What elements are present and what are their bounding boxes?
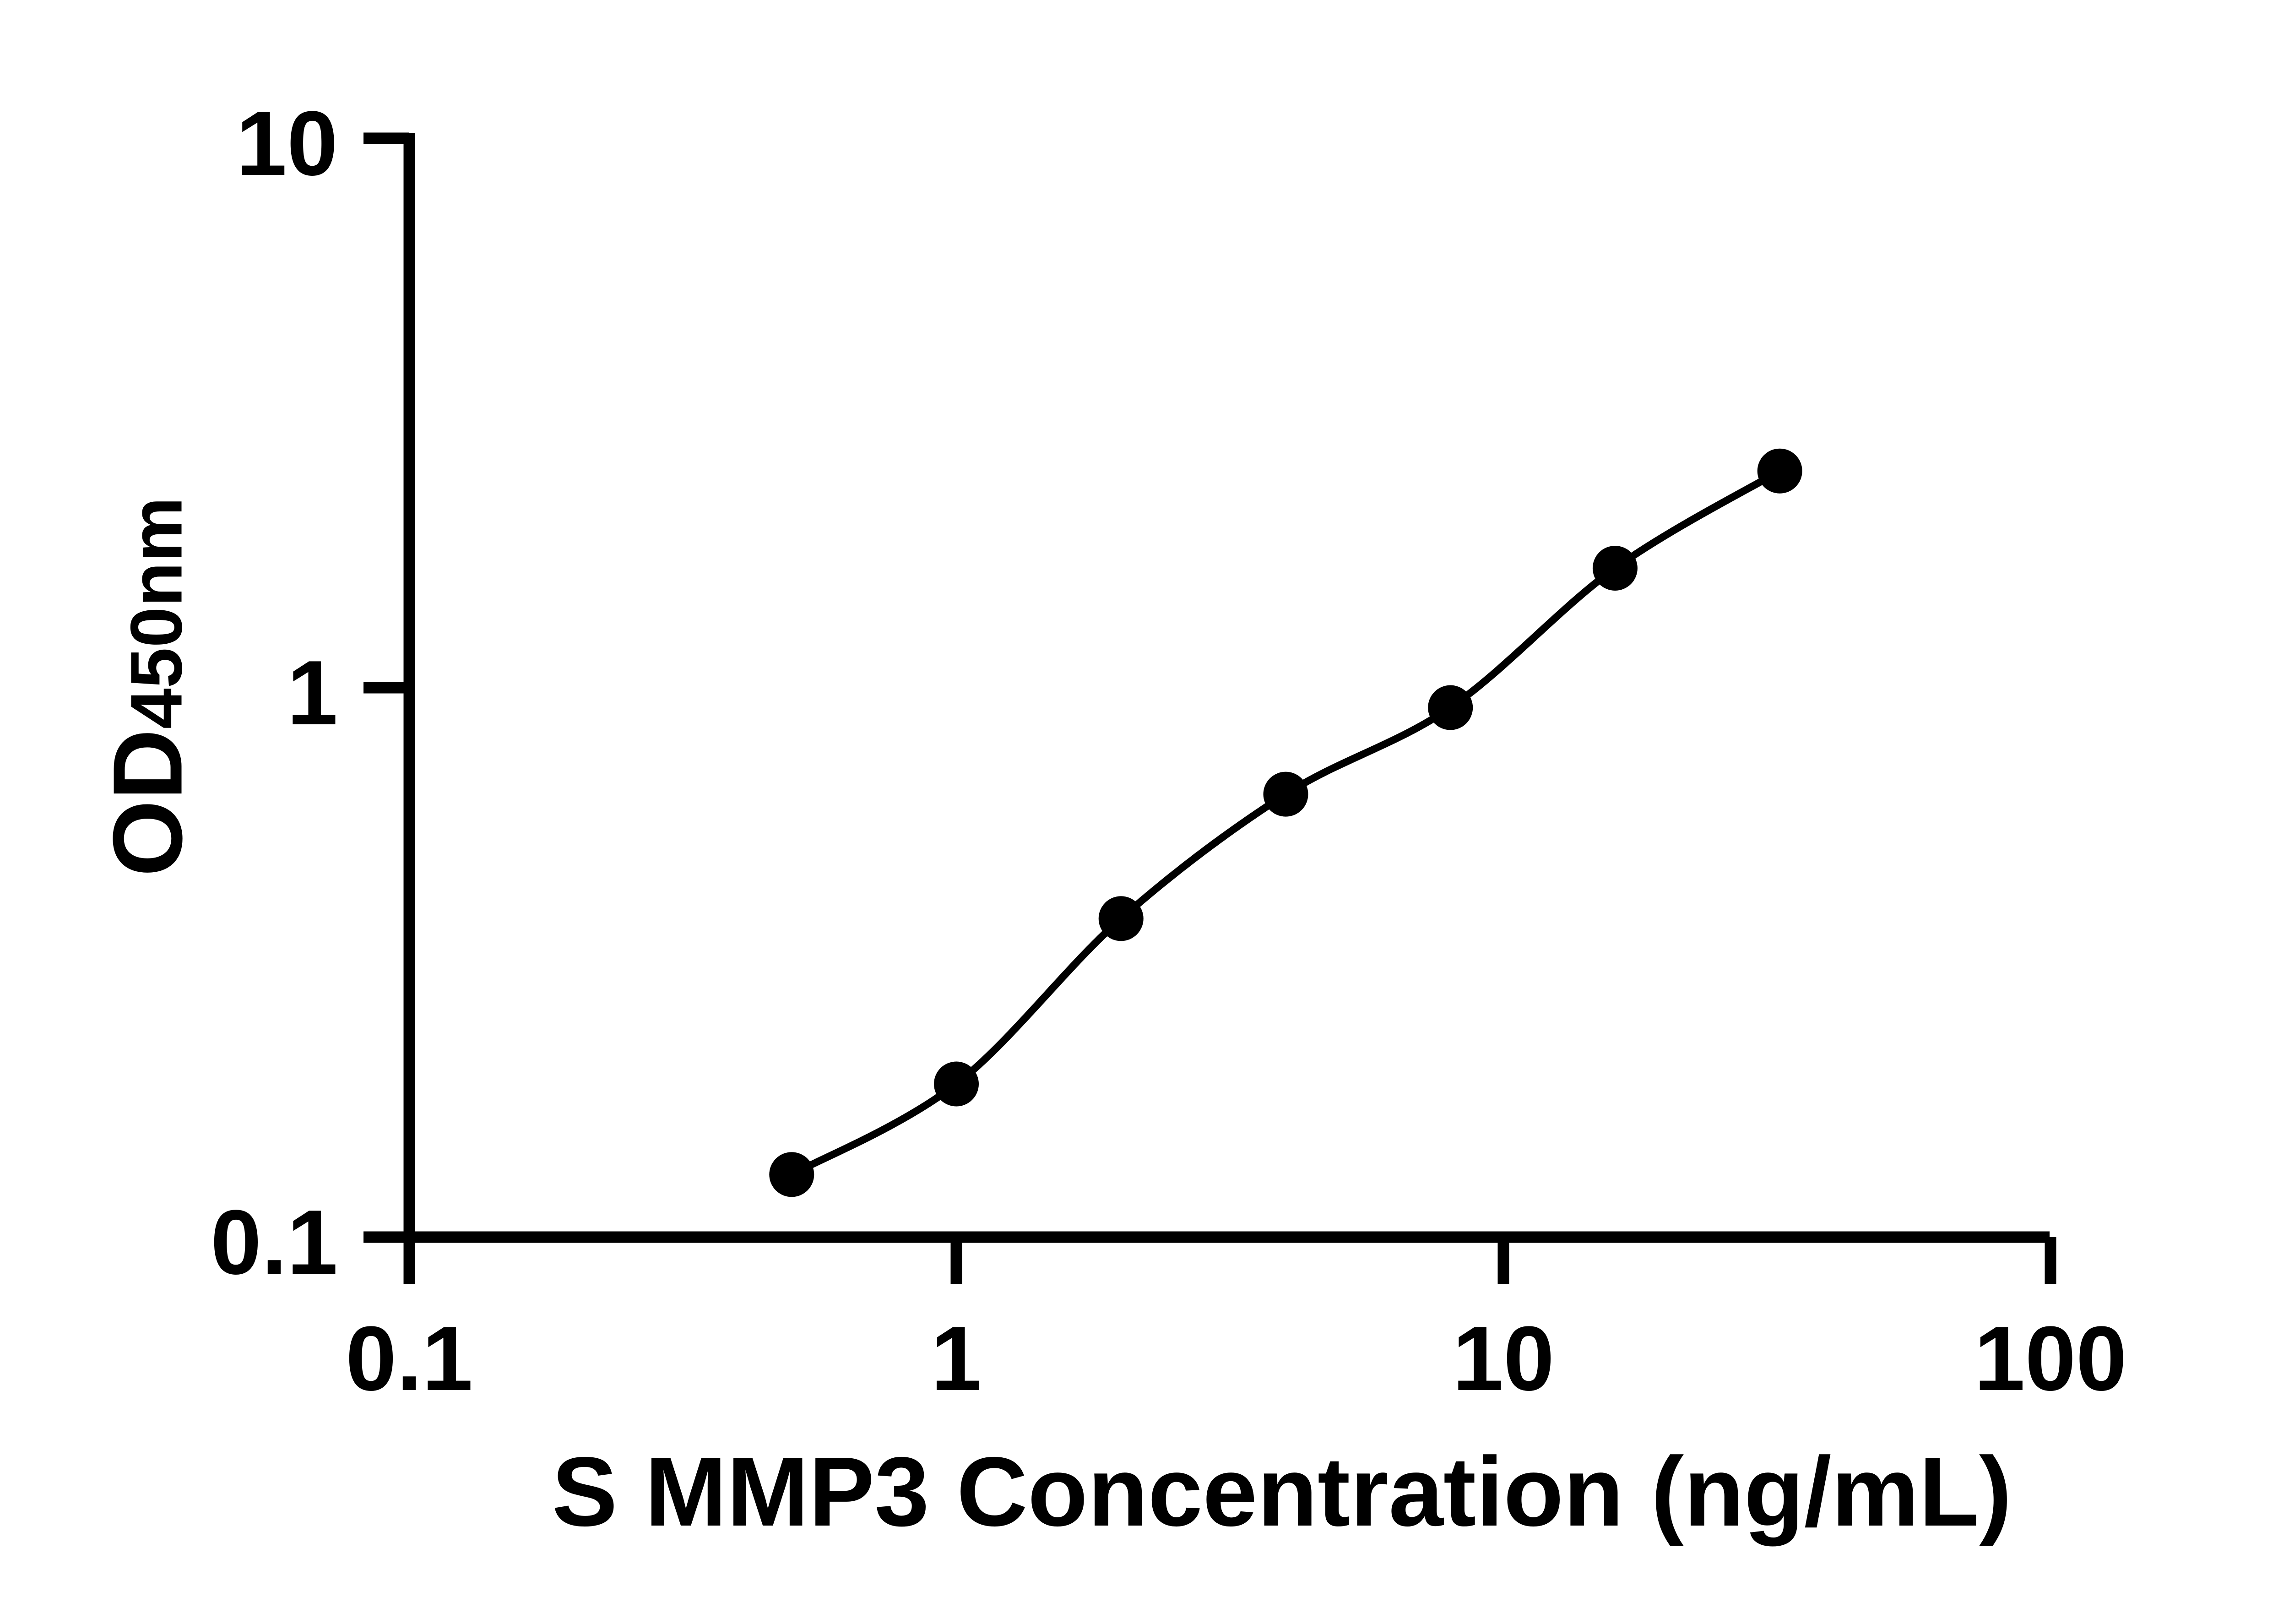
y-axis-tick bbox=[363, 1231, 409, 1243]
x-tick-label: 1 bbox=[931, 1308, 982, 1410]
y-axis-tick bbox=[363, 132, 409, 144]
data-point-marker bbox=[1592, 546, 1638, 591]
y-axis-title-main: OD bbox=[92, 729, 203, 877]
x-axis-tick bbox=[1497, 1237, 1509, 1284]
x-tick-label: 10 bbox=[1452, 1308, 1555, 1410]
y-tick-label: 0.1 bbox=[210, 1191, 338, 1293]
y-tick-label: 10 bbox=[236, 92, 338, 195]
x-axis-line bbox=[363, 1231, 2050, 1243]
x-axis-tick bbox=[403, 1237, 415, 1284]
data-point-marker bbox=[1757, 448, 1802, 494]
y-tick-label: 1 bbox=[287, 642, 338, 744]
x-tick-label: 100 bbox=[1974, 1308, 2127, 1410]
x-axis-title: S MMP3 Concentration (ng/mL) bbox=[552, 1436, 2012, 1547]
x-axis-tick bbox=[950, 1237, 962, 1284]
data-point-marker bbox=[1428, 685, 1473, 730]
x-axis-tick bbox=[2045, 1237, 2056, 1284]
data-point-marker bbox=[1263, 771, 1308, 817]
y-axis-line bbox=[403, 133, 415, 1284]
data-point-marker bbox=[769, 1152, 814, 1197]
data-point-marker bbox=[934, 1061, 979, 1107]
x-tick-label: 0.1 bbox=[345, 1308, 473, 1410]
y-axis-tick bbox=[363, 682, 409, 694]
data-point-marker bbox=[1098, 896, 1144, 941]
